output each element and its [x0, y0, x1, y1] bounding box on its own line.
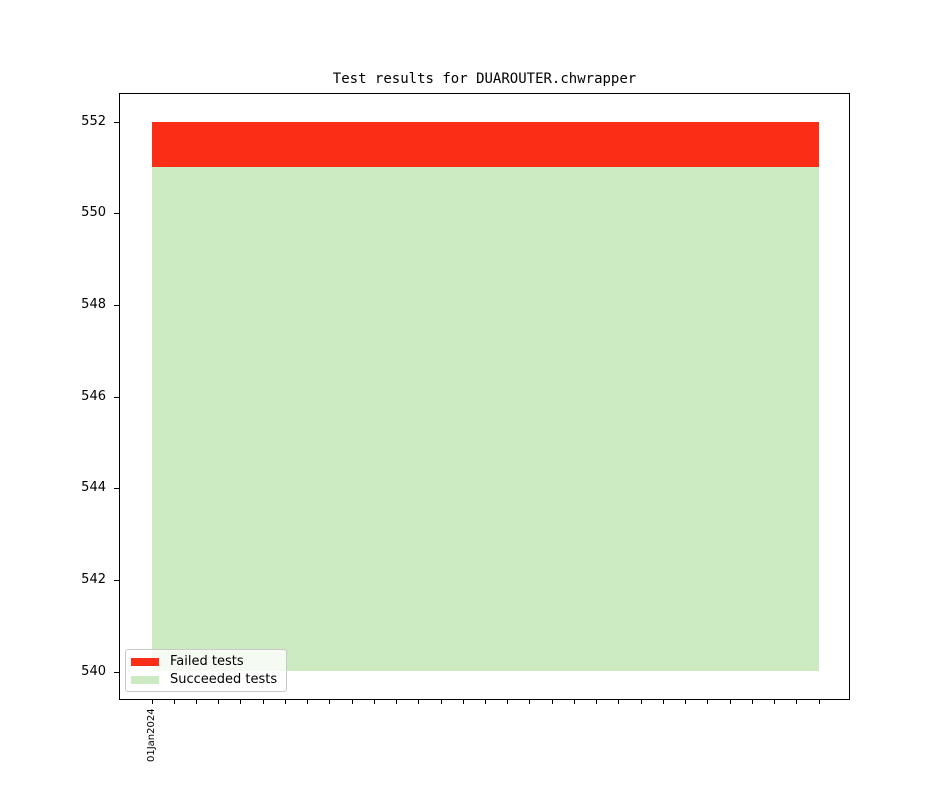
x-tick [195, 700, 197, 704]
chart-title: Test results for DUAROUTER.chwrapper [332, 71, 637, 87]
y-tick-label: 546 [81, 388, 106, 404]
x-tick [551, 700, 553, 704]
x-tick [751, 700, 753, 704]
area-failed-tests [151, 121, 819, 168]
x-tick [529, 700, 531, 704]
y-tick [114, 488, 119, 490]
y-tick-label: 544 [81, 480, 106, 496]
legend-entry-failed-tests: Failed tests [131, 653, 286, 671]
x-tick [173, 700, 175, 704]
x-tick [262, 700, 264, 704]
x-tick [351, 700, 353, 704]
x-tick [418, 700, 420, 704]
y-tick [114, 671, 119, 673]
y-tick-label: 540 [81, 663, 106, 679]
x-tick [507, 700, 509, 704]
plot-area [119, 93, 850, 700]
x-tick [284, 700, 286, 704]
y-tick-label: 548 [81, 296, 106, 312]
legend: Failed tests Succeeded tests [125, 649, 287, 692]
x-tick [218, 700, 220, 704]
legend-swatch-succeeded-tests-icon [131, 675, 159, 684]
legend-entry-succeeded-tests: Succeeded tests [131, 671, 286, 689]
y-tick-label: 542 [81, 571, 106, 587]
y-tick [114, 579, 119, 581]
x-tick [240, 700, 242, 704]
x-tick [440, 700, 442, 704]
legend-swatch-failed-tests-icon [131, 657, 159, 666]
x-tick [462, 700, 464, 704]
x-tick [573, 700, 575, 704]
x-tick [640, 700, 642, 704]
x-tick [618, 700, 620, 704]
area-succeeded-tests [151, 167, 819, 672]
y-tick-label: 552 [81, 113, 106, 129]
x-tick-label-01jan2024: 01Jan2024 [146, 708, 157, 762]
y-tick [114, 304, 119, 306]
y-tick [114, 213, 119, 215]
x-tick [818, 700, 820, 704]
legend-label-failed-tests: Failed tests [170, 653, 244, 669]
y-tick-label: 550 [81, 205, 106, 221]
x-tick [396, 700, 398, 704]
x-tick [151, 700, 153, 704]
y-tick [114, 396, 119, 398]
x-tick [662, 700, 664, 704]
y-tick [114, 121, 119, 123]
x-tick [729, 700, 731, 704]
x-tick [373, 700, 375, 704]
x-tick [796, 700, 798, 704]
legend-label-succeeded-tests: Succeeded tests [170, 671, 278, 687]
x-tick [685, 700, 687, 704]
x-tick [596, 700, 598, 704]
x-tick [707, 700, 709, 704]
x-tick [485, 700, 486, 704]
x-tick [329, 700, 331, 704]
x-tick [774, 700, 776, 704]
x-tick [307, 700, 309, 704]
